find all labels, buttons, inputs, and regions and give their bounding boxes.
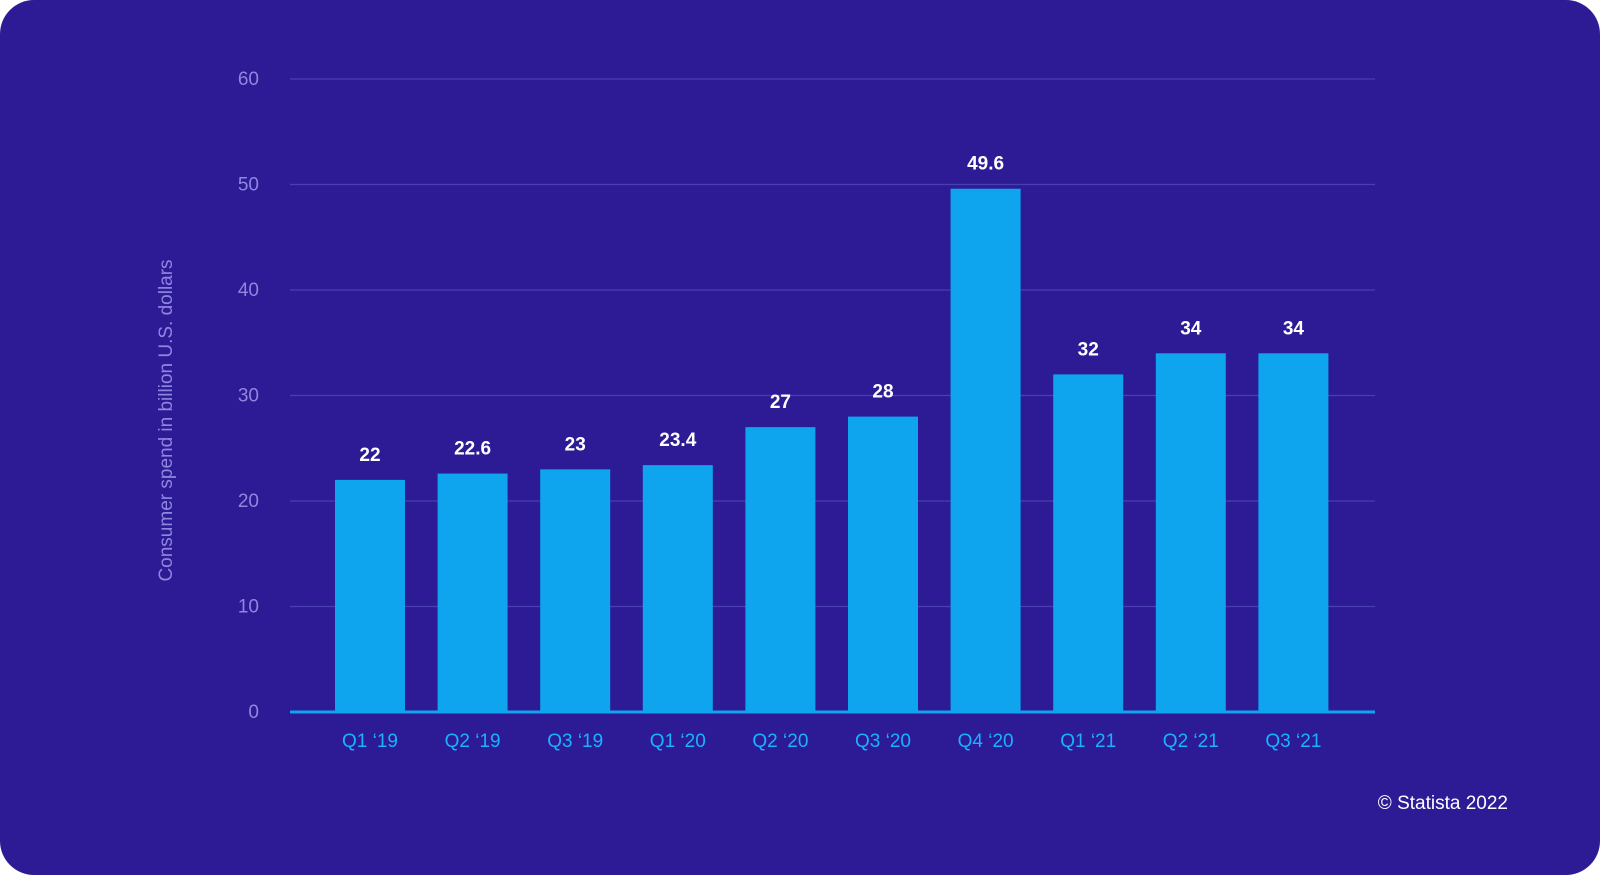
data-label: 27 [770, 392, 791, 413]
x-tick-label: Q1 ‘21 [1060, 731, 1116, 752]
x-tick-label: Q3 ‘21 [1265, 731, 1321, 752]
x-tick-label: Q3 ‘20 [855, 731, 911, 752]
bar [848, 416, 918, 712]
bar [1053, 374, 1124, 712]
bar [1155, 353, 1226, 712]
data-label: 28 [872, 382, 893, 403]
y-axis-ticks: 0 10 20 30 40 50 60 [238, 69, 259, 723]
bars [335, 188, 1329, 713]
bar [437, 473, 508, 712]
y-tick-label: 0 [248, 702, 259, 723]
y-tick-label: 60 [238, 69, 259, 90]
x-tick-label: Q1 ‘20 [650, 731, 706, 752]
y-axis-label: Consumer spend in billion U.S. dollars [156, 259, 177, 581]
data-label: 22 [359, 445, 380, 466]
data-label: 32 [1078, 339, 1099, 360]
bar [335, 479, 405, 712]
y-tick-label: 10 [238, 597, 259, 618]
bar [540, 469, 611, 712]
y-tick-label: 20 [238, 491, 259, 512]
x-tick-label: Q2 ‘19 [445, 731, 501, 752]
value-labels: 22 22.6 23 23.4 27 28 49.6 32 34 34 [359, 154, 1304, 466]
x-tick-label: Q1 ‘19 [342, 731, 398, 752]
y-tick-label: 30 [238, 386, 259, 407]
bar [642, 465, 713, 712]
data-label: 23.4 [659, 430, 696, 451]
data-label: 23 [565, 434, 586, 455]
x-tick-label: Q3 ‘19 [547, 731, 603, 752]
source-credit: © Statista 2022 [1377, 793, 1508, 814]
data-label: 22.6 [454, 439, 491, 460]
data-label: 49.6 [967, 154, 1004, 175]
y-tick-label: 50 [238, 175, 259, 196]
data-label: 34 [1283, 318, 1305, 339]
bar [1258, 353, 1329, 712]
bar [950, 188, 1021, 713]
data-label: 34 [1180, 318, 1202, 339]
x-tick-label: Q2 ‘20 [752, 731, 808, 752]
x-axis-ticks: Q1 ‘19 Q2 ‘19 Q3 ‘19 Q1 ‘20 Q2 ‘20 Q3 ‘20 Q4 ‘… [342, 731, 1321, 752]
x-tick-label: Q4 ‘20 [958, 731, 1014, 752]
y-tick-label: 40 [238, 280, 259, 301]
x-tick-label: Q2 ‘21 [1163, 731, 1219, 752]
bar [745, 427, 816, 712]
